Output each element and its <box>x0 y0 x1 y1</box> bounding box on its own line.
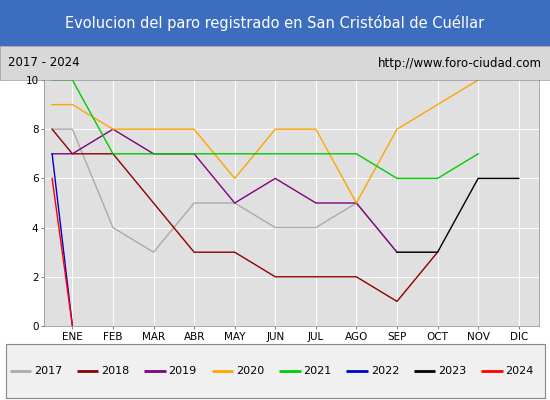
Text: 2021: 2021 <box>303 366 332 376</box>
Text: 2022: 2022 <box>371 366 399 376</box>
Text: 2018: 2018 <box>101 366 129 376</box>
Text: 2019: 2019 <box>168 366 197 376</box>
Text: 2020: 2020 <box>236 366 264 376</box>
Text: 2017 - 2024: 2017 - 2024 <box>8 56 80 70</box>
Text: 2023: 2023 <box>438 366 466 376</box>
Text: Evolucion del paro registrado en San Cristóbal de Cuéllar: Evolucion del paro registrado en San Cri… <box>65 15 485 31</box>
Text: 2024: 2024 <box>505 366 534 376</box>
Text: http://www.foro-ciudad.com: http://www.foro-ciudad.com <box>378 56 542 70</box>
Text: 2017: 2017 <box>34 366 62 376</box>
